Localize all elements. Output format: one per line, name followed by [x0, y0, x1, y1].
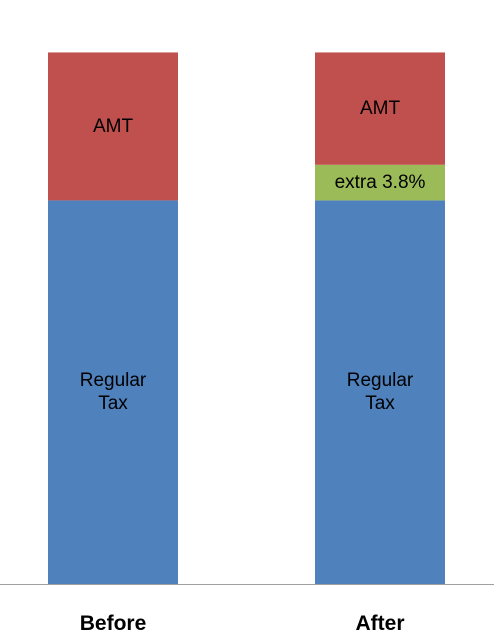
- bar-segment-extra-after: [315, 164, 445, 201]
- segment-label-line: extra 3.8%: [335, 172, 426, 193]
- segment-label-line: Tax: [98, 393, 128, 414]
- category-label-after: After: [355, 612, 404, 635]
- segment-label-line: Regular: [80, 370, 147, 391]
- segment-label-regular-before: Regular Tax: [80, 370, 147, 414]
- bar-segment-regular-before: [48, 200, 178, 584]
- segment-label-line: AMT: [360, 98, 401, 119]
- segment-label-line: Tax: [365, 393, 395, 414]
- segment-label-line: Regular: [347, 370, 414, 391]
- category-labels-group: Before After: [80, 612, 405, 635]
- bars-group: [48, 52, 445, 584]
- segment-label-line: AMT: [93, 116, 134, 137]
- bar-segment-amt-after: [315, 52, 445, 165]
- segment-label-amt-after: AMT: [360, 98, 401, 119]
- bar-segment-regular-after: [315, 200, 445, 584]
- segment-label-amt-before: AMT: [93, 116, 134, 137]
- segment-label-regular-after: Regular Tax: [347, 370, 414, 414]
- segment-label-extra-after: extra 3.8%: [335, 172, 426, 193]
- category-label-before: Before: [80, 612, 147, 635]
- bar-segment-amt-before: [48, 52, 178, 201]
